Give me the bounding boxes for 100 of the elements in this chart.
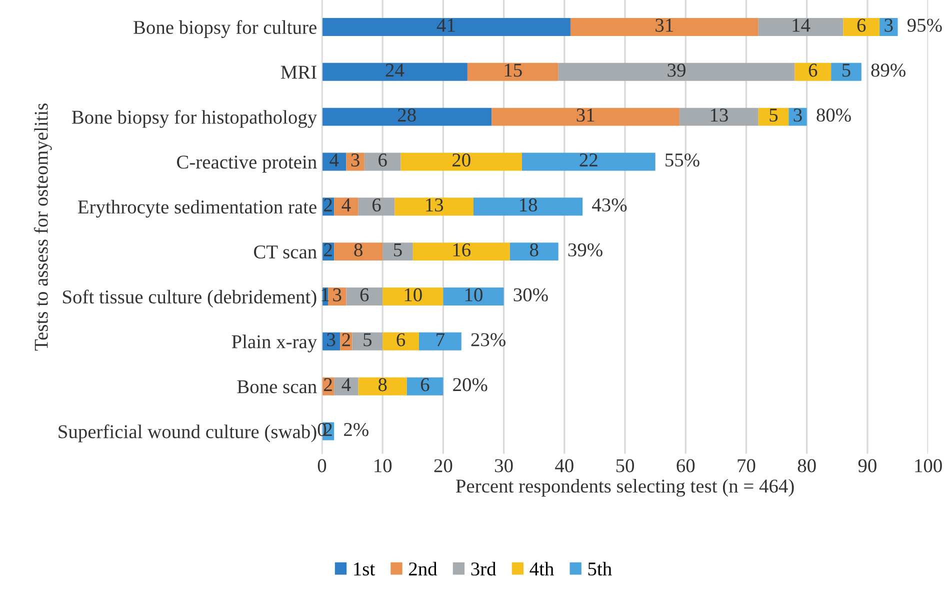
legend-label: 2nd (409, 562, 438, 576)
data-label: 39 (668, 64, 686, 77)
bar (346, 152, 364, 171)
total-label: 95% (907, 18, 942, 32)
x-tick-label: 100 (915, 459, 942, 472)
bar (758, 18, 844, 36)
bar (880, 18, 898, 36)
bar (510, 242, 558, 261)
data-label: 3 (327, 333, 336, 346)
data-label: 6 (420, 378, 430, 392)
data-label: 3 (351, 154, 360, 167)
bar (352, 332, 383, 350)
y-tick-label: CT scan (254, 245, 317, 259)
y-tick-label: MRI (280, 66, 316, 79)
data-label: 24 (386, 64, 404, 77)
total-label: 80% (816, 108, 851, 122)
data-label: 5 (842, 64, 850, 77)
bar (364, 152, 401, 171)
x-tick-label: 50 (616, 459, 634, 472)
y-tick-label: Bone biopsy for histopathology (72, 110, 318, 128)
data-label: 5 (770, 108, 778, 122)
data-label: 3 (333, 288, 342, 302)
y-tick-label: Superficial wound culture (swab) (58, 424, 316, 442)
data-label: 3 (794, 108, 802, 122)
total-label: 89% (871, 64, 906, 77)
total-label: 2% (344, 423, 368, 436)
bar (322, 108, 492, 126)
bar (788, 108, 807, 126)
bar (522, 152, 656, 171)
bar (382, 332, 419, 350)
bar (443, 288, 504, 306)
data-label: 8 (530, 243, 538, 256)
bar (558, 62, 795, 81)
y-tick-label: Bone biopsy for culture (134, 20, 316, 38)
x-tick-label: 90 (858, 459, 876, 472)
data-label: 6 (360, 288, 369, 302)
bar (492, 108, 680, 126)
legend-label: 4th (530, 562, 554, 576)
bar (334, 242, 383, 261)
data-label: 6 (378, 154, 387, 167)
data-label: 2 (342, 333, 350, 346)
data-label: 18 (520, 198, 538, 212)
total-label: 20% (453, 378, 488, 392)
y-tick-label: C-reactive protein (177, 156, 317, 173)
x-tick-label: 40 (555, 459, 574, 472)
bar (831, 62, 862, 81)
data-label: 2 (324, 198, 332, 212)
bar (334, 198, 358, 216)
data-label: 8 (354, 243, 362, 256)
data-label: 16 (453, 243, 471, 256)
bar (467, 62, 558, 81)
bar (794, 62, 832, 81)
x-tick-label: 30 (495, 459, 513, 472)
data-label: 2 (324, 423, 332, 436)
data-label: 10 (465, 288, 482, 302)
data-label: 3 (884, 18, 893, 32)
y-tick-label: Erythrocyte sedimentation rate (78, 200, 316, 218)
data-label: 2 (324, 243, 332, 256)
total-label: 43% (592, 198, 627, 212)
y-axis-title: Tests to assess for osteomyelitis (34, 103, 52, 351)
y-tick-label: Plain x-ray (232, 334, 318, 352)
bar (843, 18, 880, 36)
data-label: 2 (324, 378, 332, 392)
bar (758, 108, 789, 126)
data-label: 20 (452, 153, 470, 167)
bar (346, 288, 383, 306)
x-tick-label: 80 (798, 459, 816, 472)
data-label: 22 (580, 154, 598, 166)
data-label: 4 (342, 198, 351, 212)
data-label: 10 (404, 288, 422, 302)
bar (570, 18, 758, 36)
data-label: 6 (396, 333, 406, 346)
bar (358, 377, 407, 396)
data-label: 8 (378, 378, 387, 392)
total-label: 23% (471, 333, 506, 346)
data-label: 41 (436, 18, 455, 32)
bar (382, 288, 444, 306)
data-label: 6 (808, 64, 818, 77)
bar (412, 242, 510, 261)
data-label: 13 (426, 198, 444, 212)
data-label: 6 (372, 198, 381, 212)
y-tick-label: Soft tissue culture (debridement) (63, 290, 316, 308)
total-label: 55% (666, 153, 700, 167)
data-label: 15 (504, 64, 522, 77)
data-label: 31 (656, 18, 673, 32)
legend-label: 5th (588, 562, 612, 576)
total-label: 30% (514, 288, 548, 302)
bar (394, 198, 474, 216)
bar (322, 18, 570, 36)
x-axis-title: Percent respondents selecting test (n = 464) (456, 478, 794, 497)
data-label: 6 (857, 18, 866, 32)
data-label: 7 (436, 333, 444, 346)
x-tick-label: 60 (676, 459, 695, 472)
bar (382, 242, 413, 261)
x-tick-label: 0 (318, 459, 326, 472)
data-label: 31 (576, 108, 594, 122)
data-label: 4 (330, 154, 339, 166)
total-label: 39% (568, 243, 602, 256)
data-label: 5 (394, 244, 402, 256)
legend-label: 1st (354, 562, 375, 576)
